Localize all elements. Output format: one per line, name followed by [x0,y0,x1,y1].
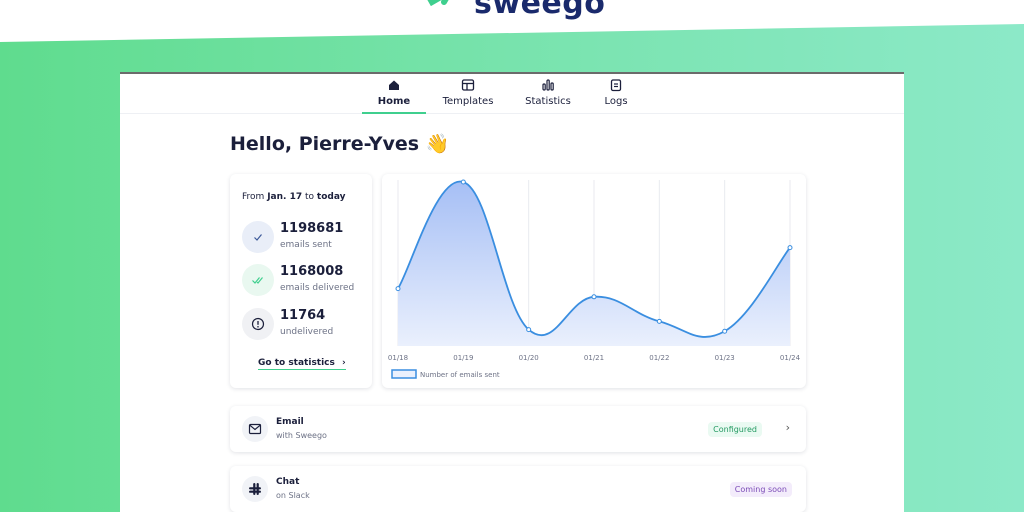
integration-subtitle: on Slack [276,491,310,500]
period-label: From Jan. 17 to today [242,192,345,202]
legend-label: Number of emails sent [420,371,500,379]
integration-title: Email [276,417,304,427]
x-tick-label: 01/21 [584,354,604,362]
period-prefix: From [242,192,265,202]
integration-subtitle: with Sweego [276,431,327,440]
tab-label: Templates [442,96,494,107]
sweego-logo-icon [427,0,449,7]
x-tick-label: 01/24 [780,354,801,362]
tab-home[interactable]: Home [362,78,426,114]
emails-chart-card: 01/18 01/19 01/20 01/21 01/22 01/23 01/24 Numb… [382,174,806,388]
stat-emails-sent: 1198681 emails sent [242,220,367,256]
stat-label: undelivered [280,327,334,337]
clipboard-icon [610,79,622,92]
check-icon [242,221,274,253]
chevron-right-icon[interactable]: › [785,421,790,434]
integration-email[interactable]: Email with Sweego Configured › [230,406,806,452]
series-area [398,181,790,346]
x-tick-label: 01/18 [388,354,408,362]
x-tick-label: 01/23 [715,354,735,362]
chevron-right-icon: › [342,358,346,368]
tab-statistics[interactable]: Statistics [516,78,580,114]
stat-value: 1168008 [280,264,344,279]
tab-logs[interactable]: Logs [588,78,644,114]
stat-value: 1198681 [280,221,344,236]
slack-icon [242,476,268,502]
integration-title: Chat [276,477,300,487]
stat-label: emails delivered [280,283,355,293]
home-icon [389,80,399,90]
tab-label: Logs [604,96,628,107]
period-end: today [316,192,346,202]
data-point[interactable] [526,327,532,333]
summary-card: From Jan. 17 to today 1198681 emails sen… [230,174,372,388]
stat-undelivered: 11764 undelivered [242,307,367,343]
brand-name: sweego [474,0,606,21]
status-badge: Coming soon [729,482,792,497]
x-tick-label: 01/20 [519,354,539,362]
integration-chat[interactable]: Chat on Slack Coming soon [230,466,806,512]
template-icon [461,79,475,91]
x-tick-label: 01/19 [453,354,473,362]
tab-label: Statistics [525,96,571,107]
emails-sent-chart: 01/18 01/19 01/20 01/21 01/22 01/23 01/24 Numb… [388,179,801,379]
link-label: Go to statistics [258,358,335,368]
stat-label: emails sent [280,240,332,250]
period-start: Jan. 17 [267,192,303,202]
page-title: Hello, Pierre-Yves 👋 [230,133,450,155]
data-point[interactable] [395,286,401,292]
stat-emails-delivered: 1168008 emails delivered [242,263,367,299]
data-point[interactable] [656,318,662,324]
data-point[interactable] [591,294,597,300]
tab-label: Home [377,96,411,107]
double-check-icon [242,264,274,296]
data-point[interactable] [722,328,728,334]
bar-chart-icon [542,79,554,91]
data-point[interactable] [787,245,793,251]
brand-logo: sweego [418,0,606,21]
stat-value: 11764 [280,308,326,323]
tab-templates[interactable]: Templates [436,78,500,114]
app-window: Home Templates Statistics Logs Hello, Pi… [120,72,904,512]
data-point[interactable] [460,179,466,185]
alert-circle-icon [242,308,274,340]
top-nav: Home Templates Statistics Logs [120,74,904,114]
status-badge: Configured [708,422,762,437]
period-mid: to [304,192,315,202]
go-to-statistics-link[interactable]: Go to statistics › [258,358,346,370]
x-tick-label: 01/22 [649,354,669,362]
mail-icon [242,416,268,442]
legend-swatch [391,369,417,379]
